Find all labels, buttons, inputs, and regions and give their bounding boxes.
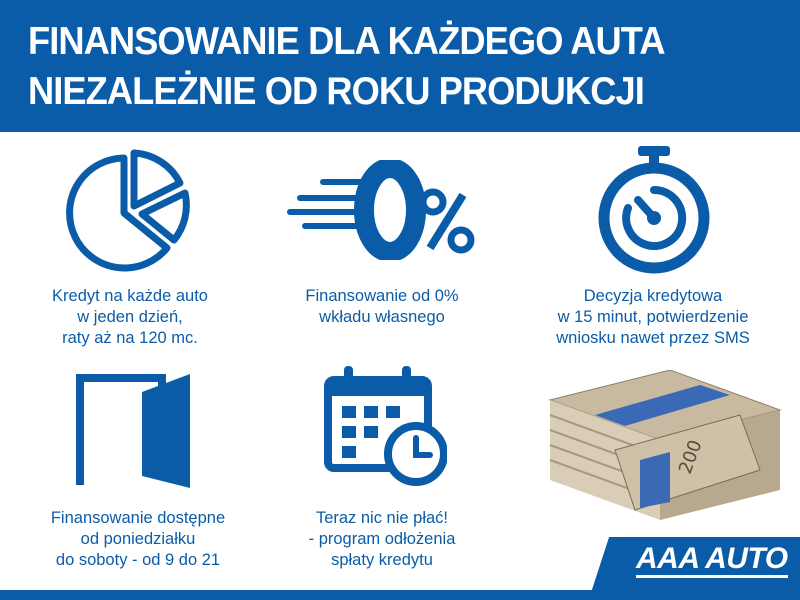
aaa-auto-logo: AAA AUTO [636,543,788,578]
caption-line: Decyzja kredytowa [583,287,723,305]
feature-caption-credit: Kredyt na każde auto w jeden dzień, raty… [0,286,260,349]
feature-caption-zero-down: Finansowanie od 0% wkładu własnego [252,286,512,328]
open-door-icon [76,374,190,488]
stopwatch-icon [598,146,710,274]
feature-caption-deferral: Teraz nic nie płać! - program odłożenia … [252,508,512,571]
caption-line: raty aż na 120 mc. [62,329,198,347]
caption-line: Finansowanie dostępne [50,509,226,527]
caption-line: w 15 minut, potwierdzenie [557,308,749,326]
headline-line-1: FINANSOWANIE DLA KAŻDEGO AUTA [28,20,666,63]
caption-line: w jeden dzień, [77,308,183,326]
calendar-clock-icon [324,366,447,486]
caption-line: Teraz nic nie płać! [315,509,449,527]
pie-chart-icon [66,149,190,272]
banknotes-stack-image: 200 [548,370,782,520]
caption-line: Finansowanie od 0% [305,287,459,305]
feature-caption-decision: Decyzja kredytowa w 15 minut, potwierdze… [523,286,783,349]
headline-line-2: NIEZALEŻNIE OD ROKU PRODUKCJI [28,70,645,113]
caption-line: - program odłożenia [308,530,456,548]
bottom-stripe [0,590,800,600]
caption-line: wkładu własnego [319,308,445,326]
caption-line: spłaty kredytu [331,551,433,569]
header-banner: FINANSOWANIE DLA KAŻDEGO AUTA NIEZALEŻNI… [0,0,800,132]
caption-line: wniosku nawet przez SMS [556,329,750,347]
feature-caption-hours: Finansowanie dostępne od poniedziałku do… [8,508,268,571]
caption-line: od poniedziałku [80,530,196,548]
caption-line: Kredyt na każde auto [52,287,208,305]
caption-line: do soboty - od 9 do 21 [55,551,221,569]
zero-percent-icon [287,160,475,260]
